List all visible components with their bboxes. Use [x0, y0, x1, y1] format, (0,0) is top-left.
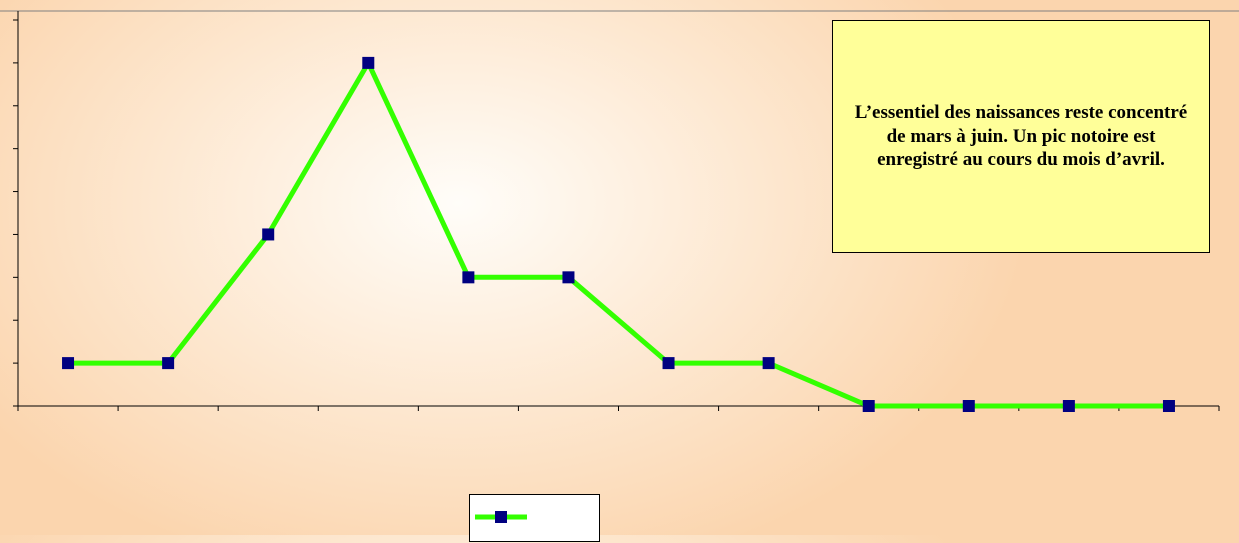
data-point-marker: [962, 400, 975, 412]
data-point-marker: [762, 357, 775, 370]
annotation-text: L’essentiel des naissances reste concent…: [854, 101, 1188, 171]
data-point-marker: [362, 56, 375, 69]
legend-series-marker: [475, 511, 527, 523]
annotation-box: L’essentiel des naissances reste concent…: [832, 20, 1210, 253]
data-point-marker: [1062, 400, 1075, 412]
series-line: [68, 57, 1169, 409]
data-point-marker: [1162, 400, 1175, 412]
data-point-marker: [662, 357, 675, 370]
data-point-marker: [562, 271, 575, 284]
data-point-marker: [462, 271, 475, 284]
legend-series-square-marker: [495, 511, 507, 523]
data-point-marker: [262, 228, 275, 241]
data-point-marker: [162, 357, 175, 370]
data-point-marker: [862, 400, 875, 412]
data-point-marker: [62, 357, 75, 370]
series-layer: [62, 56, 1175, 412]
